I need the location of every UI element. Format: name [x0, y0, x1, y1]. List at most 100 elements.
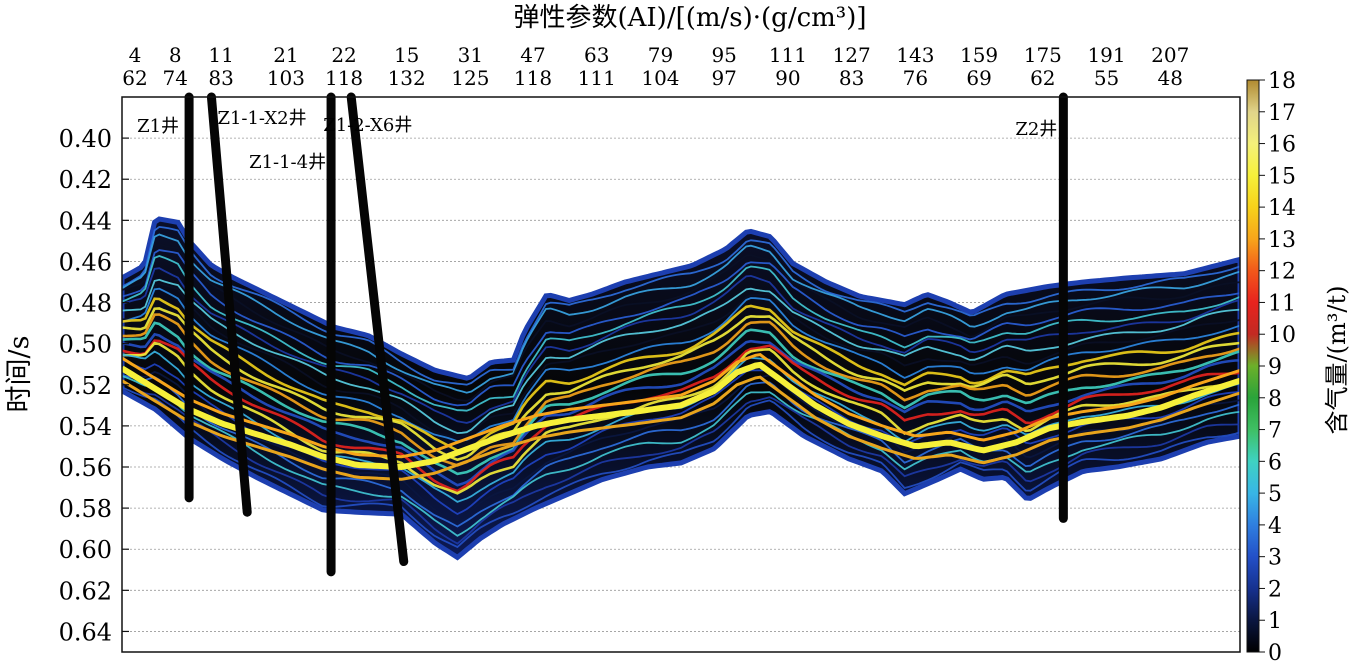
x-tick-label-bottom: 90: [775, 66, 800, 90]
y-tick-label: 0.50: [59, 331, 112, 359]
y-tick-label: 0.44: [59, 207, 112, 235]
horizon-line: [122, 313, 1240, 467]
y-tick-label: 0.42: [59, 166, 112, 194]
x-tick-label-top: 8: [169, 43, 182, 67]
horizon-line: [122, 380, 1240, 545]
y-tick-label: 0.52: [59, 372, 112, 400]
x-tick-label-bottom: 74: [163, 66, 188, 90]
chart-title: 弹性参数(AI)/[(m/s)·(g/cm³)]: [513, 3, 866, 33]
colorbar-tick-label: 6: [1268, 450, 1282, 475]
y-tick-label: 0.62: [59, 577, 112, 605]
section-body: [122, 216, 1240, 561]
x-tick-label-top: 21: [273, 43, 298, 67]
y-tick-label: 0.48: [59, 290, 112, 318]
well-traces: Z1井 Z1-1-X2井 Z1-1-4井 Z1-2-X6井 Z2井: [137, 92, 1068, 577]
colorbar-tick-label: 15: [1268, 164, 1296, 189]
colorbar-tick-label: 9: [1268, 355, 1282, 380]
x-tick-label-bottom: 103: [267, 66, 305, 90]
horizon-line: [122, 307, 1240, 462]
x-tick-label-bottom: 111: [578, 66, 616, 90]
horizon-line: [122, 249, 1240, 407]
colorbar-tick-label: 5: [1268, 482, 1282, 507]
x-tick-label-top: 47: [520, 43, 545, 67]
horizon-line: [122, 297, 1240, 452]
gas-band-core: [122, 361, 1240, 471]
well-trace: [346, 92, 409, 567]
x-tick-label-top: 175: [1024, 43, 1062, 67]
x-tick-label-top: 191: [1087, 43, 1125, 67]
colorbar-label: 含气量/(m³/t): [1323, 286, 1351, 435]
x-tick-label-bottom: 55: [1094, 66, 1119, 90]
x-tick-label-top: 11: [208, 43, 233, 67]
horizon-line: [122, 225, 1240, 386]
y-tick-label: 0.60: [59, 536, 112, 564]
x-tick-label-bottom: 83: [839, 66, 864, 90]
y-tick-label: 0.46: [59, 248, 112, 276]
colorbar-tick-label: 4: [1268, 514, 1282, 539]
x-tick-label-top: 207: [1151, 43, 1189, 67]
horizon-line: [122, 233, 1240, 394]
horizon-line: [122, 321, 1240, 476]
horizon-line: [122, 374, 1240, 528]
colorbar-tick-label: 17: [1268, 101, 1296, 126]
well-trace: [206, 92, 252, 517]
x-tick-label-top: 15: [394, 43, 419, 67]
colorbar-tick-label: 0: [1268, 641, 1282, 661]
y-tick-label: 0.54: [59, 413, 112, 441]
y-axis-label: 时间/s: [4, 336, 35, 413]
x-tick-label-bottom: 48: [1158, 66, 1183, 90]
well-label: Z1-1-4井: [249, 152, 326, 173]
x-axis-ticks: 4628741183211032211815132311254711863111…: [122, 43, 1189, 90]
colorbar-tick-label: 2: [1268, 577, 1282, 602]
x-tick-label-bottom: 76: [903, 66, 928, 90]
colorbar-tick-label: 18: [1268, 69, 1296, 94]
colorbar-tick-label: 13: [1268, 228, 1296, 253]
colorbar-tick-label: 8: [1268, 387, 1282, 412]
well-label: Z1井: [137, 116, 179, 137]
gas-band-upper: [122, 353, 1240, 459]
x-tick-label-bottom: 69: [966, 66, 991, 90]
colorbar-tick-label: 7: [1268, 419, 1282, 444]
horizon-line: [122, 283, 1240, 439]
x-tick-label-top: 63: [584, 43, 609, 67]
horizon-line: [122, 287, 1240, 443]
y-tick-label: 0.56: [59, 454, 112, 482]
x-tick-label-bottom: 118: [325, 66, 363, 90]
horizon-line: [122, 278, 1240, 435]
colorbar-tick-label: 11: [1268, 291, 1296, 316]
x-tick-label-bottom: 118: [514, 66, 552, 90]
y-tick-label: 0.58: [59, 495, 112, 523]
horizon-line: [122, 386, 1240, 549]
x-tick-label-bottom: 125: [451, 66, 489, 90]
seismic-section: [122, 216, 1240, 561]
x-tick-label-top: 111: [769, 43, 807, 67]
x-tick-label-top: 143: [896, 43, 934, 67]
well-label: Z2井: [1015, 119, 1057, 140]
well-label: Z1-2-X6井: [323, 115, 412, 136]
gas-band-lower: [122, 375, 1240, 481]
y-tick-label: 0.64: [59, 618, 112, 646]
x-tick-label-bottom: 62: [1030, 66, 1055, 90]
x-tick-label-top: 4: [129, 43, 142, 67]
x-tick-label-top: 127: [833, 43, 871, 67]
horizon-line: [122, 243, 1240, 402]
y-axis-ticks: 0.40 0.42 0.44 0.46 0.48 0.50 0.52 0.54 0.56 0.58…: [59, 125, 129, 646]
x-tick-label-bottom: 97: [711, 66, 736, 90]
horizon-line: [122, 267, 1240, 424]
plot-frame: [121, 96, 1241, 653]
x-tick-label-bottom: 132: [388, 66, 426, 90]
x-tick-label-top: 22: [331, 43, 356, 67]
colorbar-tick-label: 16: [1268, 133, 1296, 158]
horizon-line: [122, 255, 1240, 412]
horizon-line: [122, 375, 1240, 537]
horizon-line: [122, 332, 1240, 487]
x-tick-label-bottom: 62: [122, 66, 147, 90]
x-tick-label-bottom: 83: [208, 66, 233, 90]
colorbar-tick-label: 14: [1268, 196, 1296, 221]
x-tick-label-top: 159: [960, 43, 998, 67]
horizon-line: [122, 339, 1240, 493]
x-tick-label-top: 79: [648, 43, 673, 67]
x-tick-label-top: 95: [711, 43, 736, 67]
